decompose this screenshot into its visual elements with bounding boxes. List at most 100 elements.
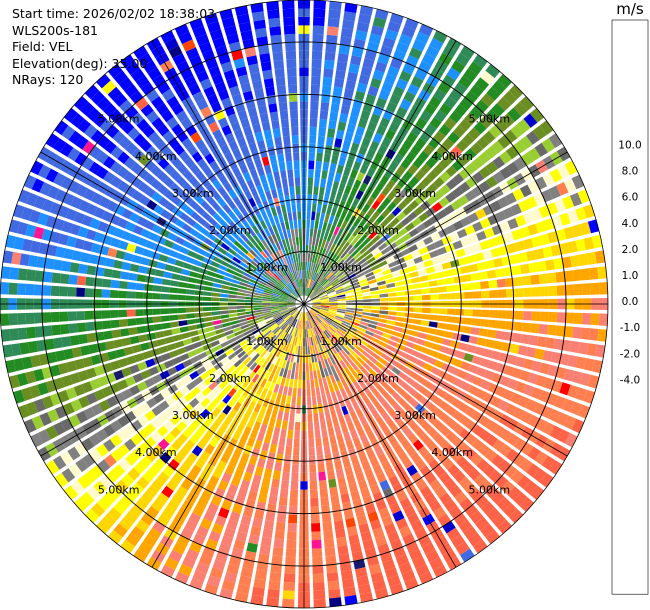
velocity-gate [223,214,233,224]
velocity-gate [200,106,212,118]
velocity-gate [234,102,246,113]
velocity-gate [479,217,491,229]
velocity-gate [200,490,212,502]
velocity-gate [390,217,400,227]
velocity-gate [311,396,317,405]
velocity-gate [299,354,303,364]
velocity-gate [148,259,158,268]
velocity-gate [174,379,186,390]
velocity-gate [350,55,362,66]
velocity-gate [253,421,261,432]
velocity-gate [355,345,364,353]
velocity-gate [226,563,240,575]
velocity-gate [216,269,226,276]
velocity-gate [176,60,190,74]
velocity-gate [378,357,388,366]
velocity-gate [99,119,113,133]
velocity-gate [60,451,74,466]
velocity-gate [160,209,172,220]
velocity-gate [308,270,312,280]
velocity-gate [257,395,265,406]
velocity-gate [368,282,378,288]
velocity-gate [356,329,365,336]
velocity-gate [201,211,212,222]
velocity-gate [176,465,189,478]
velocity-gate [285,50,297,60]
velocity-gate [505,192,517,205]
velocity-gate [211,407,222,418]
velocity-gate [450,199,462,211]
velocity-gate [169,249,179,259]
velocity-gate [297,388,302,397]
velocity-gate [178,446,190,458]
velocity-gate [322,280,330,288]
range-ring-label: 1.00km [320,261,362,274]
velocity-gate [438,400,450,412]
velocity-gate [203,311,212,317]
velocity-gate [376,193,386,203]
velocity-gate [324,453,333,463]
velocity-gate [8,374,21,389]
velocity-gate [182,240,193,249]
velocity-gate [310,506,320,515]
velocity-gate [307,270,310,280]
velocity-gate [404,312,414,318]
velocity-gate [322,437,330,447]
velocity-gate [344,413,352,424]
velocity-gate [199,78,213,90]
velocity-gate [361,137,371,148]
velocity-gate [305,363,309,372]
velocity-gate [216,136,227,148]
velocity-gate [286,369,292,379]
velocity-gate [349,429,359,439]
velocity-gate [352,227,361,237]
velocity-gate [380,264,390,272]
velocity-gate [446,67,461,81]
velocity-gate [248,63,260,74]
velocity-gate [402,170,413,182]
velocity-gate [598,313,608,326]
velocity-gate [310,319,315,328]
velocity-gate [322,222,328,231]
velocity-gate [548,133,563,148]
velocity-gate [312,336,316,345]
velocity-gate [153,393,165,404]
velocity-gate [323,402,329,412]
velocity-gate [288,177,294,187]
velocity-gate [396,490,408,502]
velocity-gate [384,223,394,233]
velocity-gate [217,247,228,255]
velocity-gate [162,465,175,478]
velocity-gate [93,389,106,401]
velocity-gate [268,17,281,28]
velocity-gate [273,171,281,181]
velocity-gate [519,226,531,238]
velocity-gate [287,523,297,532]
velocity-gate [364,371,374,381]
velocity-gate [265,460,274,470]
velocity-gate [237,292,246,296]
velocity-gate [273,383,280,393]
velocity-gate [279,308,288,313]
velocity-gate [395,431,406,443]
velocity-gate [118,240,129,251]
velocity-gate [264,315,273,320]
velocity-gate [362,58,375,69]
velocity-gate [186,452,198,464]
velocity-gate [362,362,371,371]
velocity-gate [135,309,144,317]
velocity-gate [102,362,113,374]
velocity-gate [294,371,299,380]
velocity-gate [317,265,322,274]
velocity-gate [341,405,349,416]
velocity-gate [30,432,44,448]
velocity-gate [378,340,388,348]
velocity-gate [311,308,319,314]
velocity-gate [204,114,216,126]
velocity-gate [343,202,351,213]
velocity-gate [429,384,441,395]
velocity-gate [182,427,194,439]
velocity-gate [257,44,270,55]
velocity-gate [314,169,321,179]
